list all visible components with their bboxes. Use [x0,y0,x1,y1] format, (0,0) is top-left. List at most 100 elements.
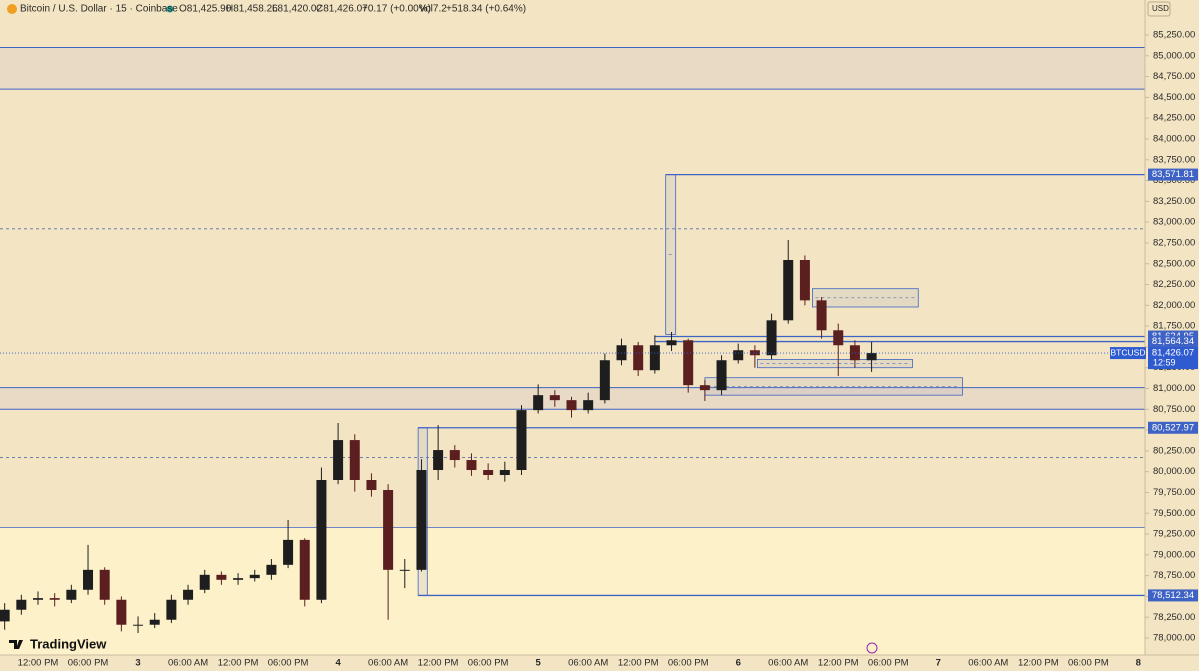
candle-body [283,539,294,565]
x-tick-label: 06:00 AM [368,658,408,669]
level-tag [1148,589,1198,602]
candle-body [33,598,44,600]
candle-body [483,470,494,476]
candle-body [99,569,110,600]
y-tick-label: 84,000.00 [1153,134,1195,145]
plot-area [0,46,1145,655]
level-label: 83,571.81 [1152,169,1194,180]
candle-body [116,599,127,625]
zone [0,527,1145,655]
status-dot [166,5,174,13]
ohlc-close: C81,426.07 [316,4,368,15]
y-tick-label: 84,500.00 [1153,92,1195,103]
candle-body [199,574,210,590]
change: +0.17 (+0.00%) [362,4,431,15]
candle-body [299,539,310,600]
ohlc-high: H81,458.26 [226,4,278,15]
x-tick-label: 12:00 PM [818,658,859,669]
candle-body [599,360,610,401]
x-tick-label: 5 [536,658,542,669]
ohlc-low: L81,420.02 [272,4,322,15]
x-tick-label: 3 [135,658,140,669]
candle-body [233,578,244,580]
candle-body [383,489,394,570]
x-tick-label: 6 [736,658,741,669]
candle-body [799,260,810,301]
x-tick-label: 12:00 PM [1018,658,1059,669]
x-tick-label: 06:00 AM [568,658,608,669]
candle-body [266,564,277,575]
y-tick-label: 78,250.00 [1153,612,1195,623]
candle-body [766,320,777,356]
candle-body [866,353,877,361]
y-tick-label: 84,750.00 [1153,71,1195,82]
candle-body [49,598,60,600]
candle-body [549,395,560,401]
candle-body [849,345,860,361]
symbol-tag [1110,347,1146,360]
candle-body [166,599,177,620]
x-tick-label: 06:00 PM [1068,658,1109,669]
symbol-label: BTCUSD [1111,347,1146,357]
ohlc-open: O81,425.90 [179,4,232,15]
candle-body [316,480,327,600]
y-tick-label: 79,000.00 [1153,549,1195,560]
volume-change: +518.34 (+0.64%) [446,4,526,15]
y-tick-label: 83,000.00 [1153,217,1195,228]
level-label: 78,512.34 [1152,590,1194,601]
candle-body [66,589,77,600]
price-tag [1148,347,1198,370]
y-tick-label: 82,500.00 [1153,258,1195,269]
candle-body [366,480,377,490]
x-tick-label: 12:00 PM [618,658,659,669]
candle-body [183,589,194,600]
countdown: 12:59 [1153,357,1176,367]
x-tick-label: 06:00 PM [868,658,909,669]
event-icon[interactable] [866,642,878,654]
candle-body [566,400,577,411]
y-tick-label: 81,750.00 [1153,321,1195,332]
y-tick-label: 81,000.00 [1153,383,1195,394]
candle-body [149,619,160,625]
candle-body [583,400,594,411]
candle-body [649,345,660,371]
x-tick-label: 8 [1136,658,1141,669]
candle-body [433,450,444,471]
brand: TradingView [30,636,107,651]
y-tick-label: 84,250.00 [1153,113,1195,124]
price-label: 81,426.07 [1152,348,1194,359]
y-tick-label: 82,250.00 [1153,279,1195,290]
zone [0,47,1145,90]
candle-body [349,440,360,481]
candle-body [499,470,510,476]
x-tick-label: 06:00 PM [68,658,109,669]
y-tick-label: 82,000.00 [1153,300,1195,311]
y-tick-label: 78,000.00 [1153,633,1195,644]
candle-body [466,460,477,471]
candle-body [16,599,27,610]
level-tag [1148,335,1198,348]
candle-body [333,440,344,481]
currency[interactable]: USD [1152,4,1169,13]
x-tick-label: 06:00 AM [968,658,1008,669]
level-label: 80,527.97 [1152,422,1194,433]
x-tick-label: 06:00 PM [668,658,709,669]
level-tag [1148,421,1198,434]
currency-button[interactable] [1147,1,1171,17]
header: Bitcoin / U.S. Dollar · 15 · Coinbase O8… [20,4,526,15]
y-tick-label: 83,250.00 [1153,196,1195,207]
candle-body [83,569,94,590]
y-tick-label: 78,750.00 [1153,570,1195,581]
y-tick-label: 82,750.00 [1153,237,1195,248]
x-tick-label: 12:00 PM [18,658,59,669]
volume: Vol7.2 [419,4,447,15]
y-tick-label: 83,750.00 [1153,154,1195,165]
x-tick-label: 4 [335,658,341,669]
candle-body [416,470,427,570]
x-tick-label: 06:00 AM [168,658,208,669]
symbol-title: Bitcoin / U.S. Dollar · 15 · Coinbase [20,4,178,15]
x-tick-label: 06:00 PM [468,658,509,669]
candle-body [683,340,694,386]
